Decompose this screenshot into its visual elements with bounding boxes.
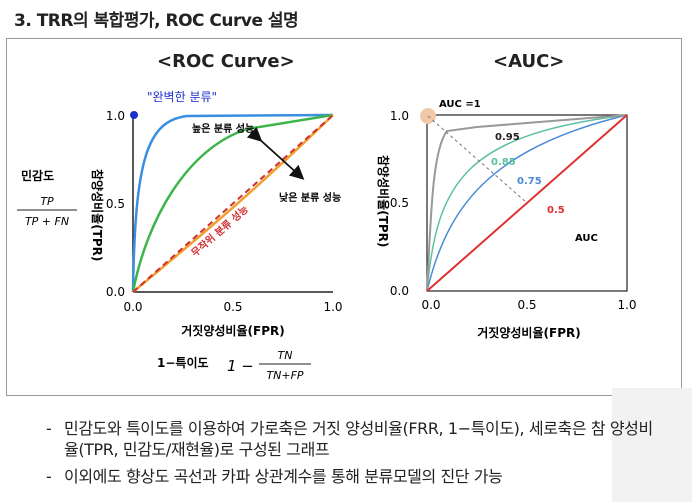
roc-x-tick: 0.5 [223, 300, 242, 314]
auc-y-tick: 0.0 [390, 284, 409, 298]
roc-y-tick: 0.0 [106, 285, 125, 299]
roc-y-axis-label: 참양성비율(TPR) [90, 169, 105, 261]
good-label: 높은 분류 성능 [192, 122, 254, 135]
auc-x-axis-label: 거짓양성비율(FPR) [477, 325, 580, 340]
reference-line [427, 115, 528, 204]
roc-x-tick: 1.0 [323, 300, 342, 314]
auc-caption: <AUC> [493, 51, 565, 72]
sensitivity-label: 민감도 [21, 168, 54, 183]
roc-y-tick: 1.0 [106, 109, 125, 123]
curve-05 [426, 114, 628, 292]
bullet-text: 민감도와 특이도를 이용하여 가로축은 거짓 양성비율(FRR, 1−특이도),… [64, 419, 653, 459]
perfect-label: "완벽한 분류" [147, 90, 217, 104]
curve-085 [426, 114, 628, 292]
roc-y-tick: 0.5 [106, 197, 125, 211]
sensitivity-denominator: TP + FN [25, 215, 69, 228]
good-curve [131, 113, 334, 293]
auc-plot-frame [426, 114, 628, 292]
roc-x-axis-label: 거짓양성비율(FPR) [181, 323, 284, 338]
specificity-denominator: TN+FP [266, 369, 303, 382]
auc-05-label: 0.5 [547, 205, 565, 216]
roc-caption: <ROC Curve> [157, 51, 295, 72]
auc-085-label: 0.85 [491, 157, 516, 168]
figure-panel: <ROC Curve> <AUC> 민감도 TP TP + FN 1.0 0.5… [6, 38, 682, 396]
background-decoration [612, 388, 692, 502]
performance-arrow [246, 126, 305, 180]
page-title: 3. TRR의 복합평가, ROC Curve 설명 [14, 11, 299, 31]
auc-095-label: 0.95 [495, 132, 520, 143]
roc-x-tick: 0.0 [123, 300, 142, 314]
perfect-point [130, 111, 138, 119]
bad-label: 낮은 분류 성능 [279, 191, 341, 204]
auc-x-tick: 0.5 [517, 298, 536, 312]
medium-curve [132, 114, 334, 293]
bullet-item: - 이외에도 향상도 곡선과 카파 상관계수를 통해 분류모델의 진단 가능 [46, 466, 666, 487]
bullet-item: - 민감도와 특이도를 이용하여 가로축은 거짓 양성비율(FRR, 1−특이도)… [46, 418, 666, 460]
auc-diagram: 1.0 0.5 0.0 0.0 0.5 1.0 참양성비율(TPR) 거짓양성비… [376, 99, 637, 340]
bullet-text: 이외에도 향상도 곡선과 카파 상관계수를 통해 분류모델의 진단 가능 [64, 467, 503, 486]
roc-diagram: 민감도 TP TP + FN 1.0 0.5 0.0 0.0 0.5 1.0 참… [17, 90, 343, 382]
specificity-numerator: TN [278, 349, 293, 362]
bullet-dash: - [46, 419, 52, 438]
auc-word-label: AUC [575, 233, 598, 244]
perfect-curve [131, 113, 334, 293]
sensitivity-numerator: TP [40, 195, 54, 208]
bullet-dash: - [46, 467, 52, 486]
specificity-prefix: 1 − [227, 357, 254, 375]
curve-095 [426, 114, 628, 292]
specificity-label: 1−특이도 [157, 355, 209, 370]
auc-x-tick: 1.0 [617, 298, 636, 312]
curve-075 [426, 114, 628, 292]
auc-075-label: 0.75 [517, 176, 542, 187]
auc-y-tick: 1.0 [390, 109, 409, 123]
auc-y-axis-label: 참양성비율(TPR) [376, 155, 391, 247]
bullet-list: - 민감도와 특이도를 이용하여 가로축은 거짓 양성비율(FRR, 1−특이도)… [46, 418, 666, 493]
auc-y-tick: 0.5 [390, 196, 409, 210]
auc1-label: AUC =1 [439, 99, 481, 110]
auc-x-tick: 0.0 [421, 298, 440, 312]
